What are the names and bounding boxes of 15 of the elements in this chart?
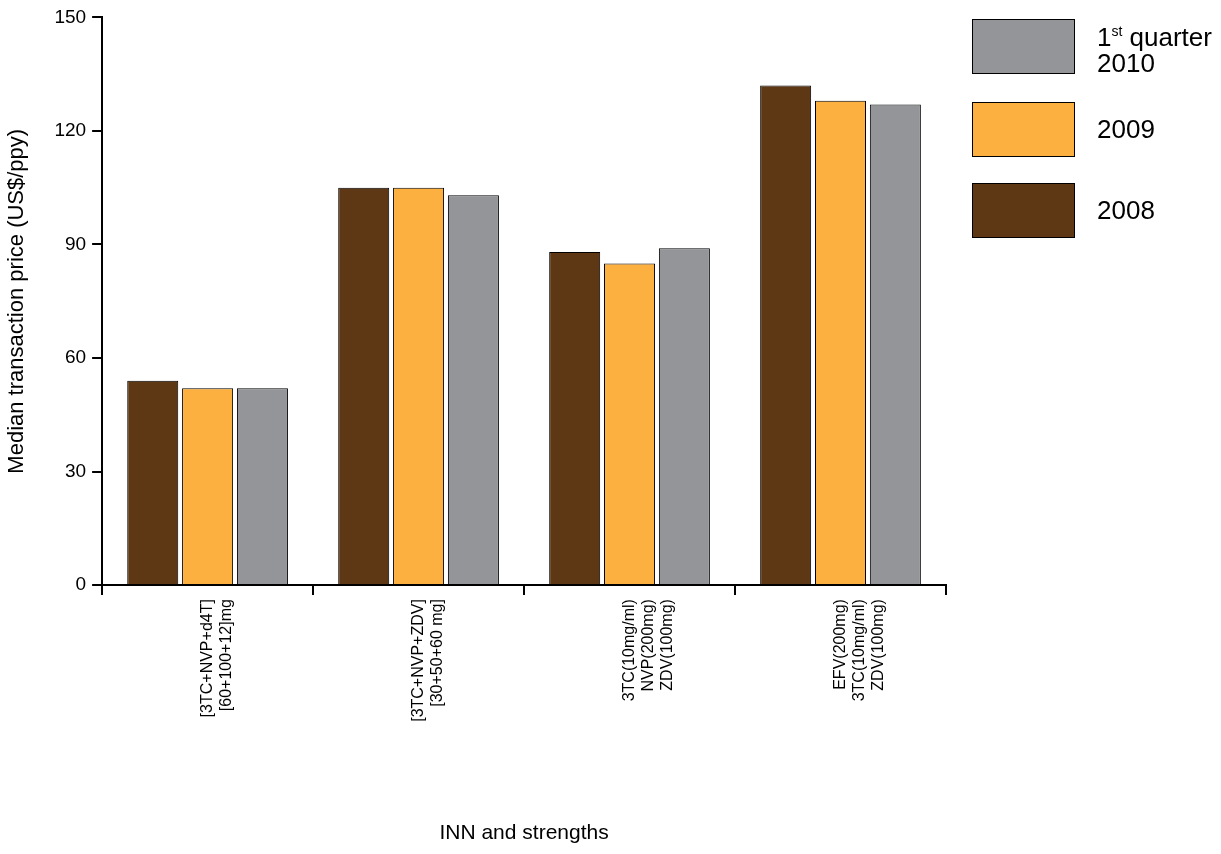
- y-tick-label: 0: [75, 573, 87, 595]
- x-tick-label: [3TC+NVP+d4T] [60+100+12]mg: [197, 599, 235, 718]
- legend-label: 2008: [1097, 195, 1156, 226]
- legend-label: 1$^{st}$ quarter 2010: [1097, 20, 1213, 78]
- x-tick-label: 3TC(10mg/ml) NVP(200mg) ZDV(100mg): [619, 599, 676, 702]
- y-tick-label: 60: [64, 346, 87, 368]
- y-tick-label: 120: [54, 119, 87, 141]
- y-tick-label: 150: [54, 5, 87, 27]
- y-tick-label: 90: [64, 232, 87, 254]
- x-tick-label: EFV(200mg) 3TC(10mg/ml) ZDV(100mg): [830, 599, 887, 702]
- legend-label: 2009: [1097, 114, 1156, 145]
- y-tick-label: 30: [64, 459, 87, 481]
- y-axis-title: Median transaction price (US$/ppy): [3, 128, 29, 474]
- x-tick-label: [3TC+NVP+ZDV] [30+50+60 mg]: [408, 599, 446, 722]
- x-axis-title: INN and strengths: [439, 820, 609, 844]
